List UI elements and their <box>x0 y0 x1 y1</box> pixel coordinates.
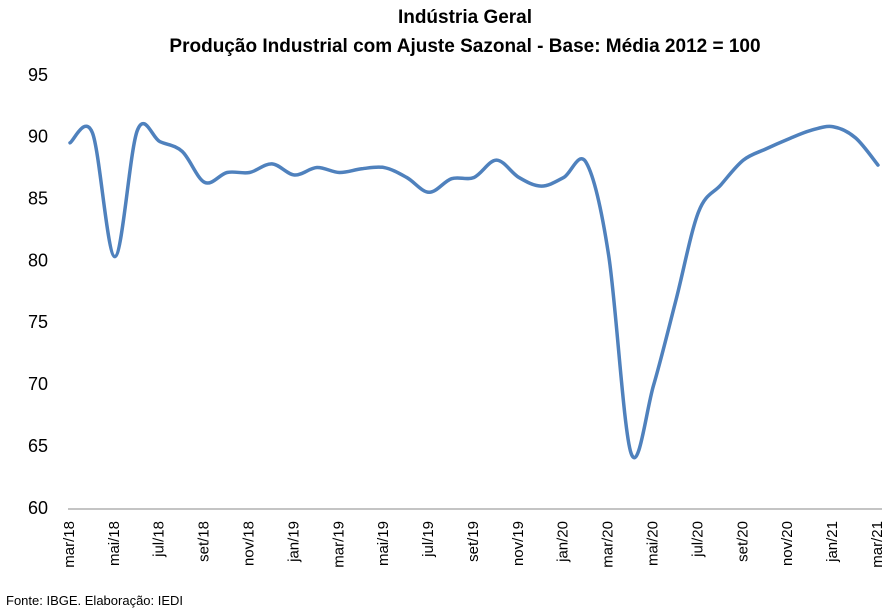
x-tick-label: nov/19 <box>510 521 527 566</box>
y-tick-label: 85 <box>28 188 48 208</box>
x-tick-label: nov/20 <box>779 521 796 566</box>
y-tick-label: 60 <box>28 498 48 518</box>
chart-subtitle: Produção Industrial com Ajuste Sazonal -… <box>169 36 760 57</box>
source-note: Fonte: IBGE. Elaboração: IEDI <box>6 593 183 608</box>
x-tick-label: mai/19 <box>375 521 392 566</box>
data-line <box>68 121 880 460</box>
y-tick-label: 80 <box>28 250 48 270</box>
x-tick-label: jan/20 <box>555 521 572 563</box>
x-tick-label: set/20 <box>734 521 751 562</box>
x-tick-label: jan/21 <box>824 521 841 563</box>
y-tick-label: 65 <box>28 436 48 456</box>
x-tick-label: mai/18 <box>106 521 123 566</box>
y-tick-label: 75 <box>28 312 48 332</box>
x-tick-label: jul/20 <box>689 521 706 558</box>
x-tick-label: jul/18 <box>151 521 168 558</box>
x-tick-label: mar/20 <box>600 521 617 568</box>
x-tick-label: mai/20 <box>645 521 662 566</box>
y-tick-label: 70 <box>28 374 48 394</box>
x-tick-label: mar/21 <box>869 521 886 568</box>
chart-title: Indústria Geral <box>398 7 532 28</box>
y-tick-label: 90 <box>28 127 48 147</box>
x-tick-label: mar/18 <box>61 521 78 568</box>
x-tick-label: jan/19 <box>285 521 302 563</box>
x-tick-label: jul/19 <box>420 521 437 558</box>
x-tick-label: nov/18 <box>241 521 258 566</box>
y-tick-label: 95 <box>28 65 48 85</box>
x-tick-label: set/18 <box>196 521 213 562</box>
x-tick-label: set/19 <box>465 521 482 562</box>
x-tick-label: mar/19 <box>330 521 347 568</box>
